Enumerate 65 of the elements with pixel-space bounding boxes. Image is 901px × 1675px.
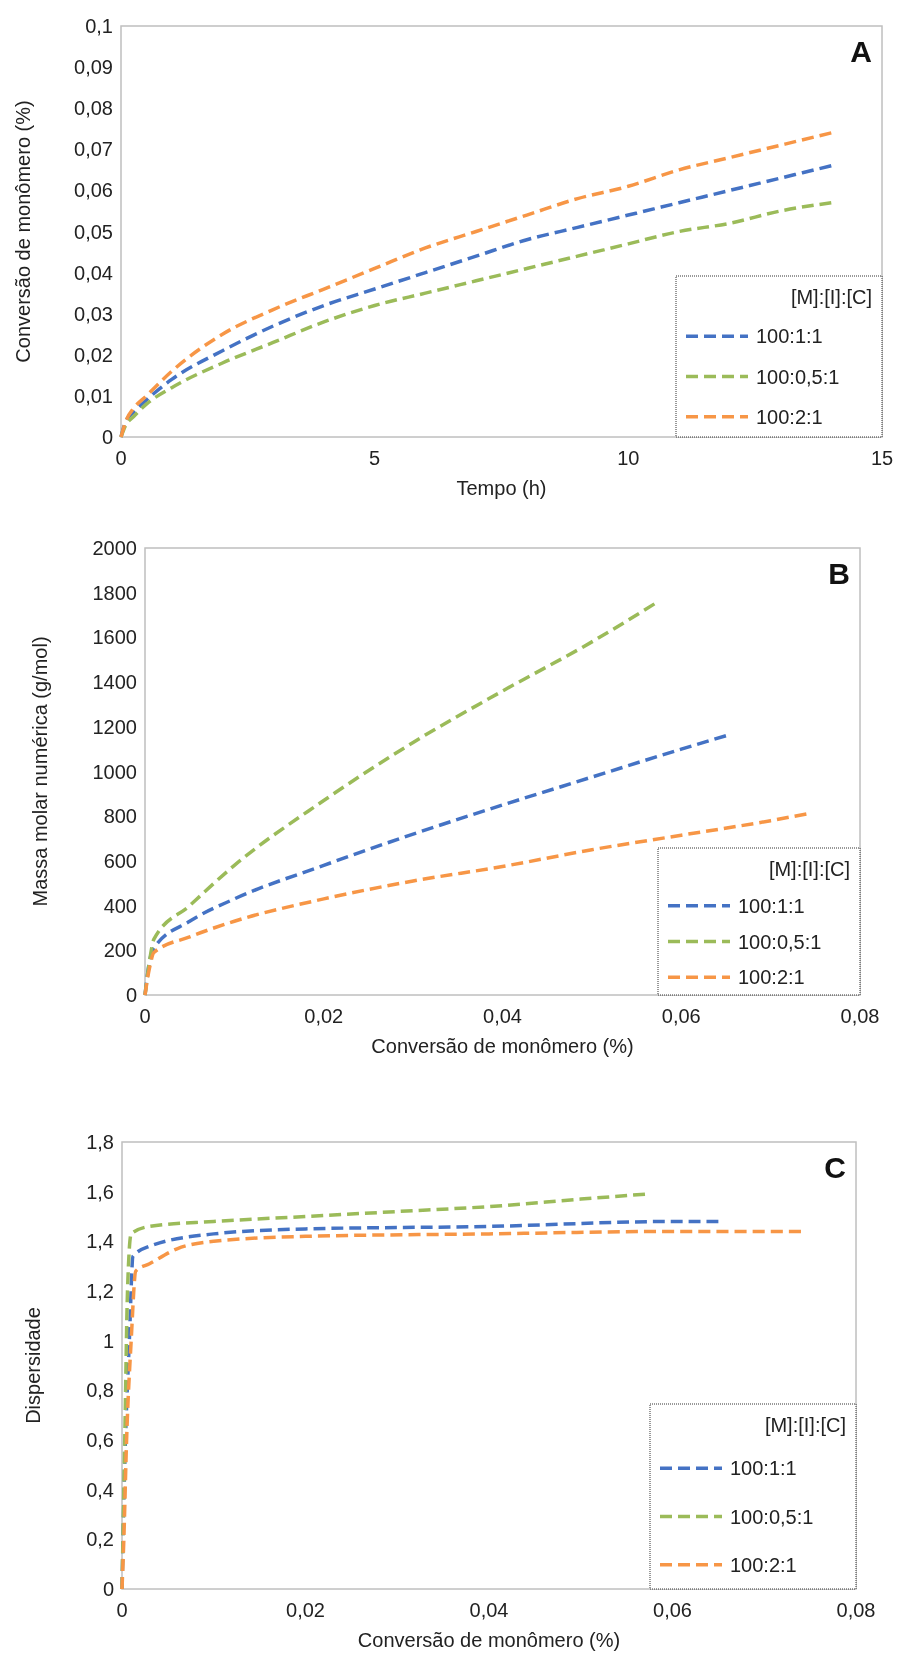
y-axis-title: Massa molar numérica (g/mol) <box>29 636 51 907</box>
y-tick-label: 0,09 <box>74 56 113 79</box>
legend-label: 100:1:1 <box>738 894 805 917</box>
legend-label: 100:0,5:1 <box>738 930 822 953</box>
x-tick-label: 0,06 <box>661 1005 701 1027</box>
y-tick-label: 400 <box>103 894 137 917</box>
y-tick-label: 0 <box>101 426 113 448</box>
y-tick-label: 1,4 <box>86 1230 114 1253</box>
y-tick-label: 0,01 <box>74 384 113 407</box>
x-tick-label: 0,08 <box>836 1599 876 1621</box>
x-axis-title: Tempo (h) <box>456 477 547 499</box>
y-tick-label: 0,07 <box>74 138 113 161</box>
y-tick-label: 1,2 <box>86 1280 114 1302</box>
legend-label: 100:2:1 <box>738 966 805 989</box>
x-axis-title: Conversão de monômero (%) <box>371 1035 634 1057</box>
legend-label: 100:0,5:1 <box>730 1505 814 1528</box>
annotation: A <box>850 35 872 68</box>
x-tick-label: 0,02 <box>286 1599 325 1621</box>
y-tick-label: 0,04 <box>74 261 113 284</box>
x-tick-label: 15 <box>870 447 894 469</box>
y-tick-label: 0,05 <box>74 220 113 243</box>
y-tick-label: 0,1 <box>85 15 113 37</box>
x-tick-label: 0,02 <box>304 1005 344 1027</box>
y-tick-label: 0,8 <box>86 1379 114 1402</box>
legend-label: 100:1:1 <box>730 1457 797 1480</box>
y-tick-label: 1 <box>102 1329 114 1352</box>
y-tick-label: 0,4 <box>86 1478 114 1501</box>
x-tick-label: 0,04 <box>483 1005 522 1027</box>
annotation: C <box>824 1151 846 1184</box>
y-tick-label: 1200 <box>92 715 137 738</box>
y-tick-label: 0,6 <box>86 1429 114 1451</box>
y-axis-title: Conversão de monômero (%) <box>12 100 34 363</box>
x-tick-label: 0,06 <box>653 1599 692 1621</box>
y-tick-label: 600 <box>103 849 137 872</box>
x-tick-label: 5 <box>369 447 381 469</box>
x-tick-label: 10 <box>617 447 640 469</box>
y-tick-label: 0 <box>125 984 137 1006</box>
y-tick-label: 1400 <box>92 671 137 694</box>
x-tick-label: 0,04 <box>469 1599 509 1621</box>
y-tick-label: 800 <box>103 805 137 828</box>
y-tick-label: 1,6 <box>86 1180 114 1203</box>
y-tick-label: 1600 <box>92 626 137 649</box>
y-tick-label: 0,03 <box>74 302 113 325</box>
legend-title: [M]:[I]:[C] <box>768 858 850 880</box>
x-tick-label: 0 <box>139 1005 151 1027</box>
y-tick-label: 1000 <box>92 760 137 783</box>
y-tick-label: 0,2 <box>86 1528 114 1551</box>
legend-title: [M]:[I]:[C] <box>764 1414 846 1436</box>
y-axis-title: Dispersidade <box>22 1307 44 1424</box>
y-tick-label: 0,08 <box>74 97 113 120</box>
legend-label: 100:1:1 <box>756 325 823 348</box>
y-tick-label: 0,02 <box>74 343 113 366</box>
y-tick-label: 200 <box>103 939 137 962</box>
legend-label: 100:2:1 <box>756 405 823 428</box>
x-axis-title: Conversão de monômero (%) <box>357 1629 621 1651</box>
legend-title: [M]:[I]:[C] <box>790 286 872 308</box>
legend-label: 100:2:1 <box>730 1553 797 1576</box>
x-tick-label: 0,08 <box>840 1005 880 1027</box>
y-tick-label: 1800 <box>92 581 137 604</box>
y-tick-label: 2000 <box>92 537 137 559</box>
y-tick-label: 0,06 <box>74 179 113 202</box>
y-tick-label: 0 <box>102 1578 114 1600</box>
y-tick-label: 1,8 <box>86 1131 114 1153</box>
legend-label: 100:0,5:1 <box>756 365 840 388</box>
annotation: B <box>828 557 850 590</box>
